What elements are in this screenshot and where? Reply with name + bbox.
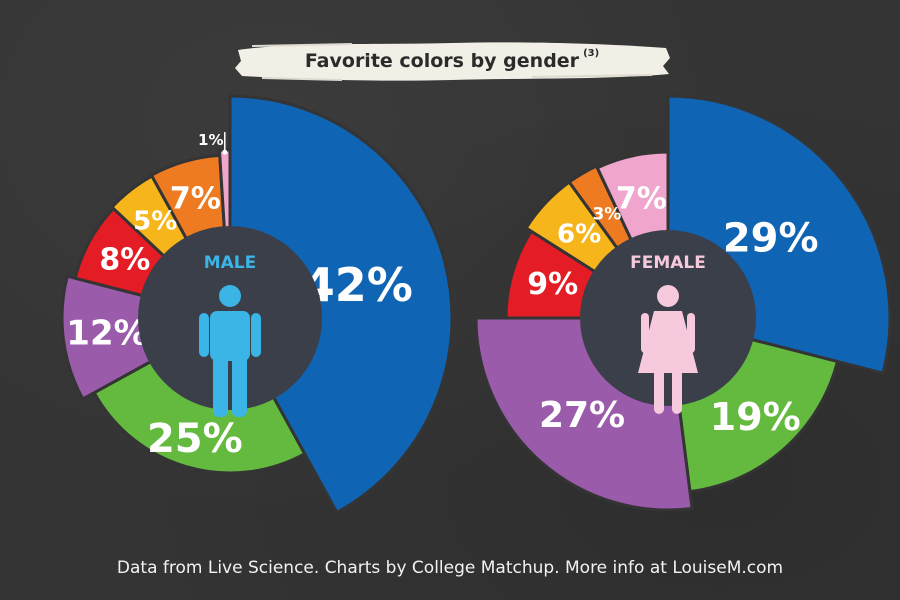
slice-label-pink: 1%	[198, 131, 223, 149]
slice-label-pink: 7%	[616, 181, 667, 216]
slice-label-orange: 3%	[592, 205, 621, 225]
title-reference-note: (3)	[583, 47, 600, 59]
slice-label-blue: 29%	[723, 215, 819, 261]
male-pie-chart: 42% 25% 12% 8% 5%7% 1% MALE	[60, 94, 454, 515]
slice-label-red: 9%	[527, 267, 578, 302]
slice-label-green: 25%	[147, 416, 243, 462]
slice-label-orange: 7%	[170, 181, 221, 216]
slice-label-blue: 42%	[303, 258, 413, 312]
slice-label-yellow: 5%	[133, 207, 177, 237]
brush-stroke-background	[235, 42, 670, 81]
chart-title: Favorite colors by gender (3)	[232, 36, 672, 86]
slice-label-yellow: 6%	[557, 219, 601, 249]
pie-slice-blue	[228, 94, 454, 515]
slice-label-purple: 27%	[539, 395, 625, 436]
title-banner: Favorite colors by gender (3)	[232, 36, 672, 86]
gender-label: MALE	[204, 253, 257, 273]
source-footer: Data from Live Science. Charts by Colleg…	[116, 558, 784, 578]
leader-dot	[222, 149, 228, 155]
female-pie-chart: 29% 19% 27% 9% 6%3%7% FEMALE	[474, 94, 892, 512]
slice-labels: 42% 25% 12% 8% 5%7% 1%	[66, 131, 413, 462]
male-figure-icon	[199, 285, 261, 417]
slice-labels: 29% 19% 27% 9% 6%3%7%	[527, 181, 818, 439]
slice-label-purple: 12%	[66, 314, 147, 354]
slice-label-green: 19%	[710, 395, 801, 439]
female-figure-icon	[638, 285, 698, 414]
slice-label-red: 8%	[99, 243, 150, 278]
chart-title-text: Favorite colors by gender	[304, 50, 580, 72]
gender-label: FEMALE	[630, 253, 706, 273]
